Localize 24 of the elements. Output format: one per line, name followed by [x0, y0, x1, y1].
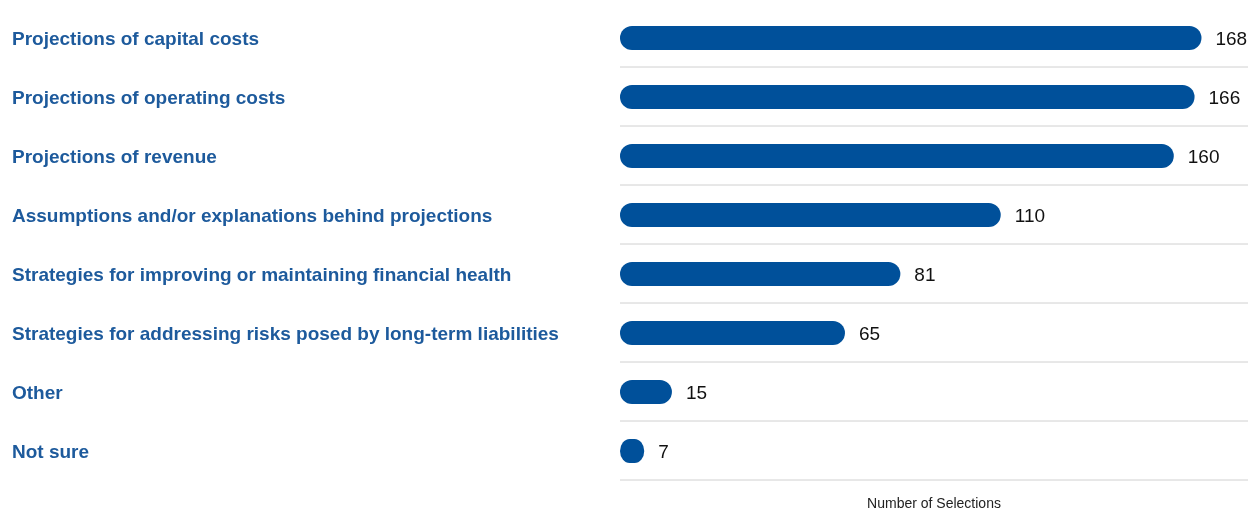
y-tick-label: Strategies for addressing risks posed by long-term liabilities: [12, 322, 559, 344]
data-label: 168: [1215, 27, 1248, 49]
y-tick-label: Assumptions and/or explanations behind projections: [12, 204, 493, 226]
bar: [620, 380, 672, 404]
y-tick-label: Not sure: [12, 440, 90, 462]
data-label: 65: [858, 322, 881, 344]
data-label: 15: [685, 381, 708, 403]
data-label: 110: [1014, 204, 1046, 226]
x-axis-title: Number of Selections: [867, 495, 1001, 508]
y-tick-label: Strategies for improving or maintaining financial health: [12, 263, 512, 285]
bar: [620, 26, 1202, 50]
data-label: 166: [1208, 86, 1241, 108]
y-tick-label: Projections of operating costs: [12, 86, 286, 108]
y-tick-label: Projections of capital costs: [12, 27, 260, 49]
bar: [620, 85, 1195, 109]
data-label: 81: [914, 263, 936, 285]
data-label: 160: [1187, 145, 1220, 167]
y-tick-label: Other: [12, 381, 64, 403]
y-tick-label: Projections of revenue: [12, 145, 217, 167]
data-label: 7: [658, 440, 669, 462]
bar: [620, 203, 1001, 227]
bar: [620, 262, 901, 286]
bar: [620, 321, 845, 345]
bar: [620, 144, 1174, 168]
